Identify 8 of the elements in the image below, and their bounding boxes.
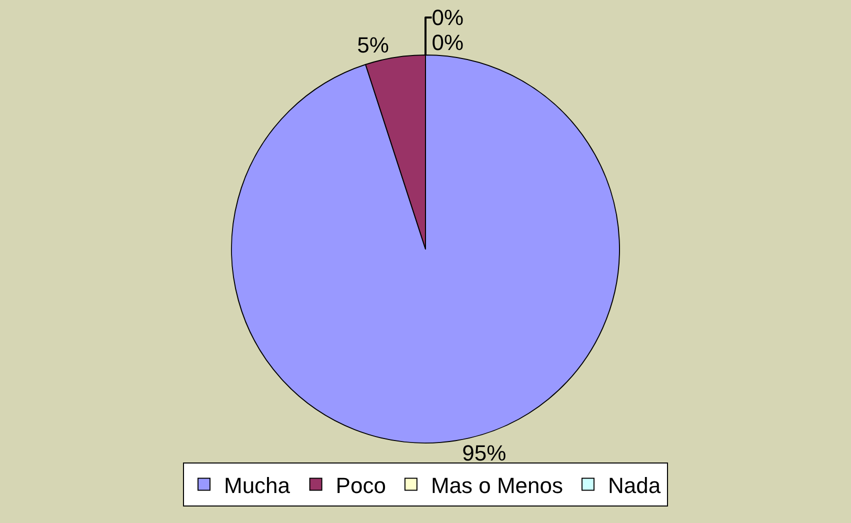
legend-label: Mas o Menos bbox=[430, 472, 564, 498]
legend-label: Nada bbox=[608, 472, 662, 498]
data-label: 95% bbox=[462, 440, 506, 466]
text: 0% bbox=[432, 30, 464, 55]
data-label: 5% bbox=[357, 32, 389, 58]
text: 0% bbox=[432, 5, 464, 30]
legend-label: Poco bbox=[336, 472, 386, 498]
legend-label: Mucha bbox=[224, 472, 291, 498]
